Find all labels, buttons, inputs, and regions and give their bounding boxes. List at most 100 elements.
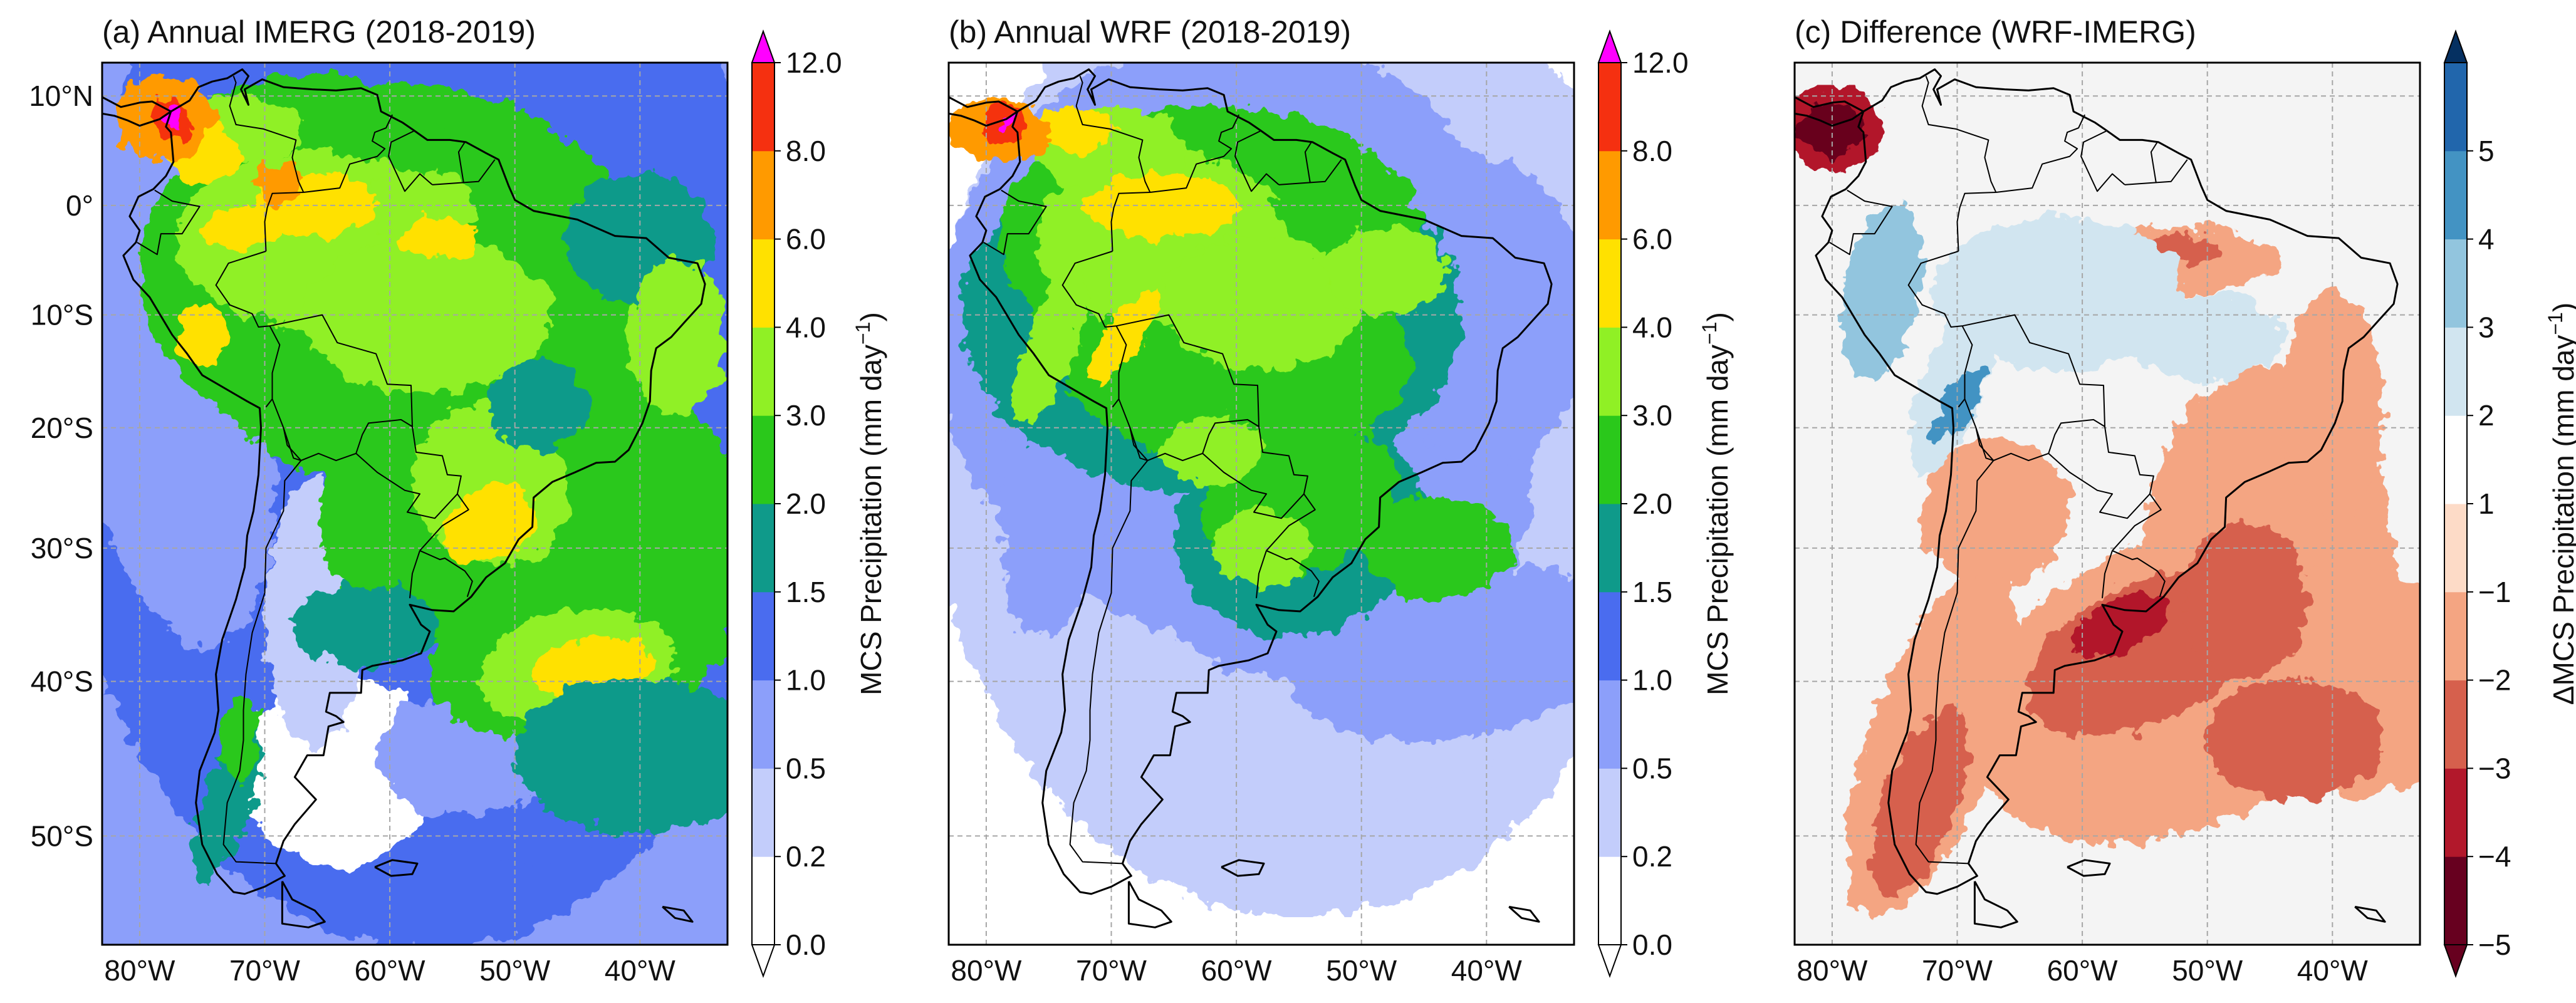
colorbar-segment [2444, 150, 2467, 240]
coastline [102, 68, 706, 928]
colorbar-segment [2444, 680, 2467, 769]
country-border [1996, 114, 2086, 193]
colorbar: 0.0 0.2 0.5 1.0 1.5 2.0 3.0 4.0 6.0 8.0 12.0 MCS Pr… [751, 29, 887, 978]
precip-contour [2073, 593, 2167, 658]
south-america-coastline [122, 68, 706, 895]
panel-title: (c) Difference (WRF-IMERG) [1795, 14, 2196, 49]
country-border [355, 453, 458, 519]
precip-contour [402, 216, 477, 260]
colorbar-segment [2444, 415, 2467, 504]
lon-tick-label: 40°W [2297, 954, 2369, 987]
colorbar-tick-label: 8.0 [1632, 135, 1672, 167]
colorbar-tick-label: 1 [2478, 487, 2495, 520]
colorbar-tick-label: 4.0 [786, 311, 826, 343]
country-border [1915, 427, 1995, 865]
lon-tick-label: 50°W [479, 954, 551, 987]
lon-tick-label: 70°W [1922, 954, 1993, 987]
precip-field [102, 63, 727, 945]
colorbar-segment [1598, 680, 1621, 769]
map-frame [1793, 61, 2421, 946]
precip-contour [1361, 497, 1512, 599]
colorbar-tick-label: −4 [2478, 840, 2511, 873]
country-border [2080, 130, 2125, 192]
colorbar-tick-label: 0.0 [786, 928, 826, 961]
lon-tick-label: 60°W [355, 954, 426, 987]
country-border [1150, 114, 1240, 193]
precip-contour [1013, 274, 1085, 423]
lat-tick-label: 30°S [31, 532, 93, 564]
colorbar-segment [2444, 504, 2467, 593]
colorbar-segment [2444, 63, 2467, 152]
country-border [419, 493, 469, 551]
lat-tick-label: 50°S [31, 819, 93, 852]
map-area [102, 63, 727, 945]
colorbar-segment [1598, 768, 1621, 857]
country-border [1202, 453, 1305, 519]
colorbar-tick-label: 6.0 [786, 223, 826, 256]
country-border [1256, 550, 1267, 598]
colorbar-segment [752, 150, 774, 240]
colorbar-segment [752, 856, 774, 945]
colorbar-segment [2444, 327, 2467, 416]
colorbar-tick-label: −5 [2478, 928, 2511, 961]
colorbar-label-exponent: −1 [1698, 322, 1721, 345]
country-border [1112, 325, 1127, 408]
panel-wrf: (b) Annual WRF (2018-2019) 80°W 70°W 60°W 5… [947, 14, 1734, 987]
central-america-coastline [949, 96, 1019, 127]
precip-contour [2182, 520, 2308, 679]
country-border [419, 549, 473, 598]
country-border [269, 314, 413, 427]
colorbar-tick-label: 0.2 [1632, 840, 1672, 873]
colorbar-label-text: MCS Precipitation (mm day [1701, 345, 1734, 695]
colorbar-tick-label: 3.0 [786, 399, 826, 432]
lat-tick-label: 40°S [31, 665, 93, 698]
colorbar-tick-label: 1.5 [786, 576, 826, 608]
country-border [2112, 549, 2166, 598]
colorbar-tick-label: 4.0 [1632, 311, 1672, 343]
colorbar-tick-label: 2 [2478, 399, 2495, 432]
country-border [1110, 192, 1150, 252]
country-border [432, 142, 466, 185]
country-border [1310, 159, 1342, 184]
tierra-del-fuego-coastline [1127, 880, 1172, 928]
colorbar-segment [752, 504, 774, 593]
map-area [1795, 63, 2420, 945]
colorbar-segment [752, 239, 774, 328]
south-america-coastline [1815, 68, 2399, 895]
colorbar-label-end: ) [1701, 312, 1734, 321]
colorbar-segment [2444, 768, 2467, 857]
precip-contour [177, 303, 227, 371]
colorbar-segment [1598, 415, 1621, 504]
country-border [388, 130, 433, 192]
lon-tick-label: 60°W [1201, 954, 1273, 987]
country-border [409, 550, 420, 598]
country-border [1829, 189, 1893, 256]
colorbar-extend-high [751, 29, 776, 63]
central-america-coastline [1795, 96, 1865, 127]
lat-tick-label: 20°S [31, 412, 93, 444]
gridlines [102, 63, 727, 945]
map-frame [947, 61, 1575, 946]
precip-contour [202, 205, 278, 249]
lon-tick-label: 60°W [2047, 954, 2119, 987]
colorbar-tick-label: 3 [2478, 311, 2495, 343]
precip-contour [1323, 227, 1449, 315]
country-border [2104, 426, 2154, 494]
panel-title: (a) Annual IMERG (2018-2019) [102, 14, 536, 49]
colorbar-label-end: ) [855, 312, 887, 321]
country-border [1956, 192, 1996, 252]
country-border [303, 114, 394, 193]
colorbar-tick-label: 12.0 [786, 46, 842, 79]
colorbar-tick-label: −2 [2478, 664, 2511, 697]
country-border [1061, 251, 1117, 328]
colorbar-label-exponent: −1 [852, 322, 874, 345]
country-border [229, 76, 305, 193]
colorbar-segment [752, 415, 774, 504]
colorbar-segment [1598, 856, 1621, 945]
tierra-del-fuego-coastline [281, 880, 326, 928]
country-border [1266, 493, 1316, 551]
country-border [463, 159, 496, 184]
gridlines [949, 63, 1574, 945]
colorbar-extend-high [2443, 29, 2468, 63]
